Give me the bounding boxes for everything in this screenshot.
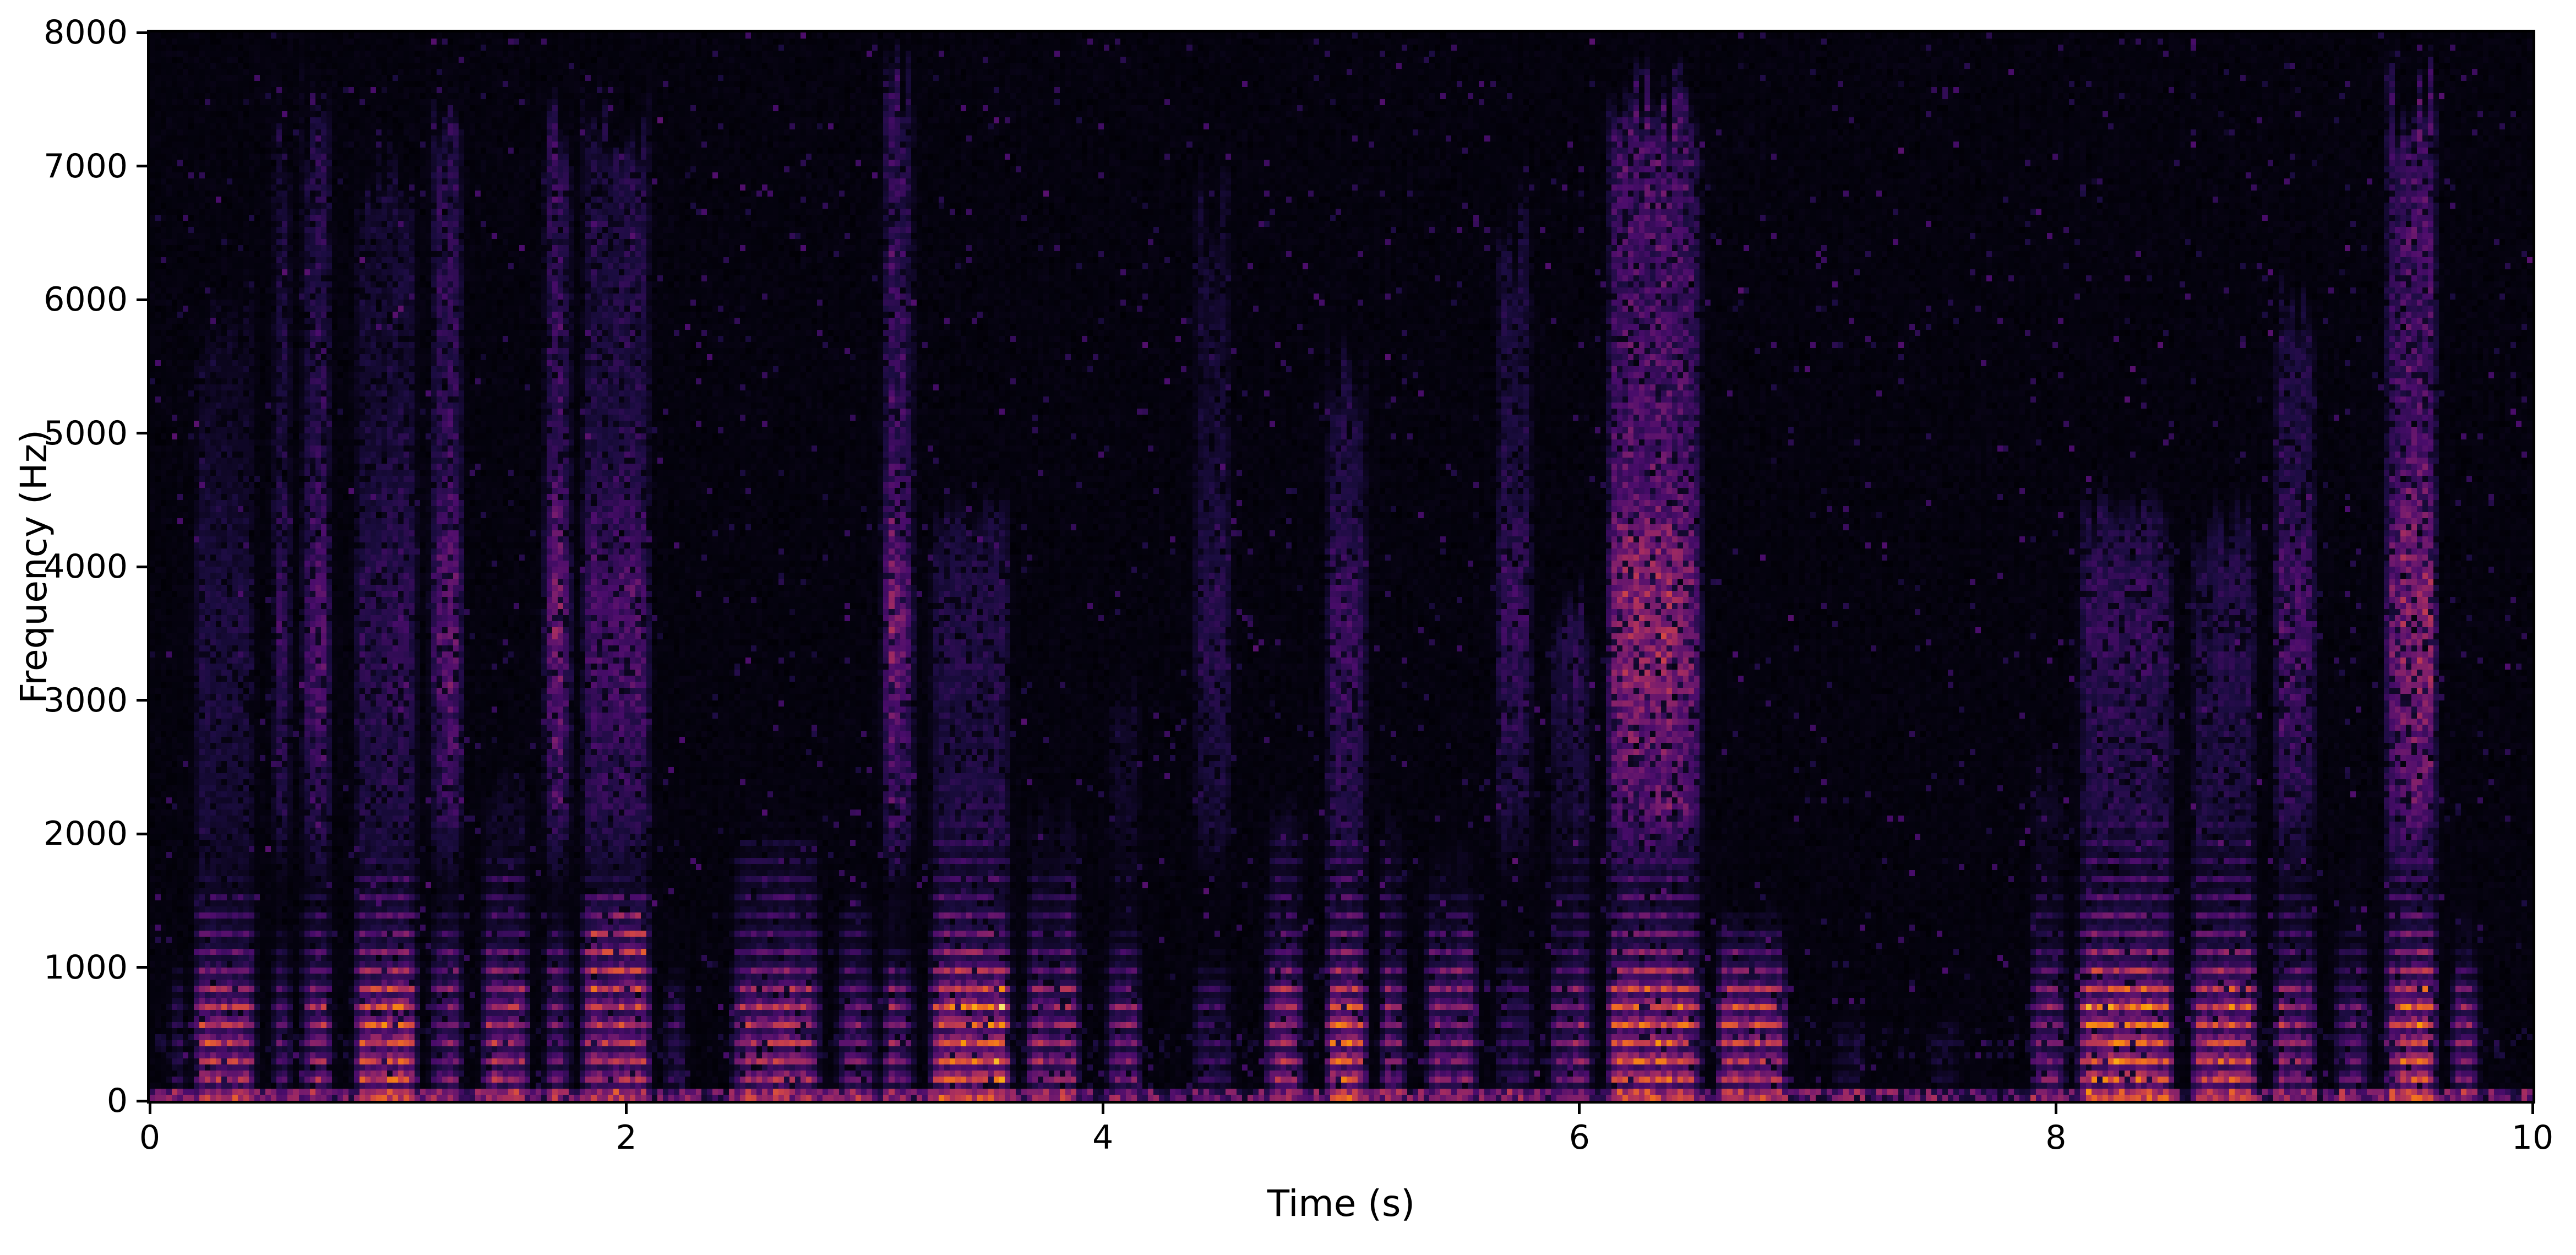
y-tick-label: 6000 (43, 280, 128, 319)
spectrogram-canvas (150, 32, 2533, 1101)
x-tick-label: 8 (2045, 1118, 2067, 1157)
x-tick-mark (2531, 1104, 2534, 1114)
y-tick-mark (137, 298, 147, 301)
y-tick-label: 7000 (43, 146, 128, 186)
y-tick-label: 2000 (43, 814, 128, 853)
x-tick-mark (148, 1104, 151, 1114)
x-tick-mark (1101, 1104, 1104, 1114)
y-tick-mark (137, 565, 147, 568)
x-tick-label: 4 (1092, 1118, 1114, 1157)
y-tick-label: 3000 (43, 681, 128, 720)
y-tick-mark (137, 1099, 147, 1102)
y-tick-mark (137, 432, 147, 434)
y-tick-mark (137, 31, 147, 34)
y-tick-label: 5000 (43, 414, 128, 453)
y-tick-label: 1000 (43, 948, 128, 987)
y-tick-mark (137, 165, 147, 167)
x-tick-mark (2054, 1104, 2057, 1114)
y-tick-label: 4000 (43, 547, 128, 586)
x-tick-label: 10 (2511, 1118, 2554, 1157)
plot-area (147, 30, 2535, 1104)
x-tick-mark (1578, 1104, 1581, 1114)
x-tick-mark (625, 1104, 628, 1114)
y-tick-mark (137, 966, 147, 969)
y-tick-mark (137, 699, 147, 702)
x-tick-label: 0 (139, 1118, 161, 1157)
x-tick-label: 2 (616, 1118, 637, 1157)
y-tick-label: 8000 (43, 13, 128, 52)
y-tick-mark (137, 832, 147, 835)
x-axis-label: Time (s) (1267, 1182, 1415, 1225)
y-tick-label: 0 (106, 1082, 128, 1120)
x-tick-label: 6 (1569, 1118, 1590, 1157)
